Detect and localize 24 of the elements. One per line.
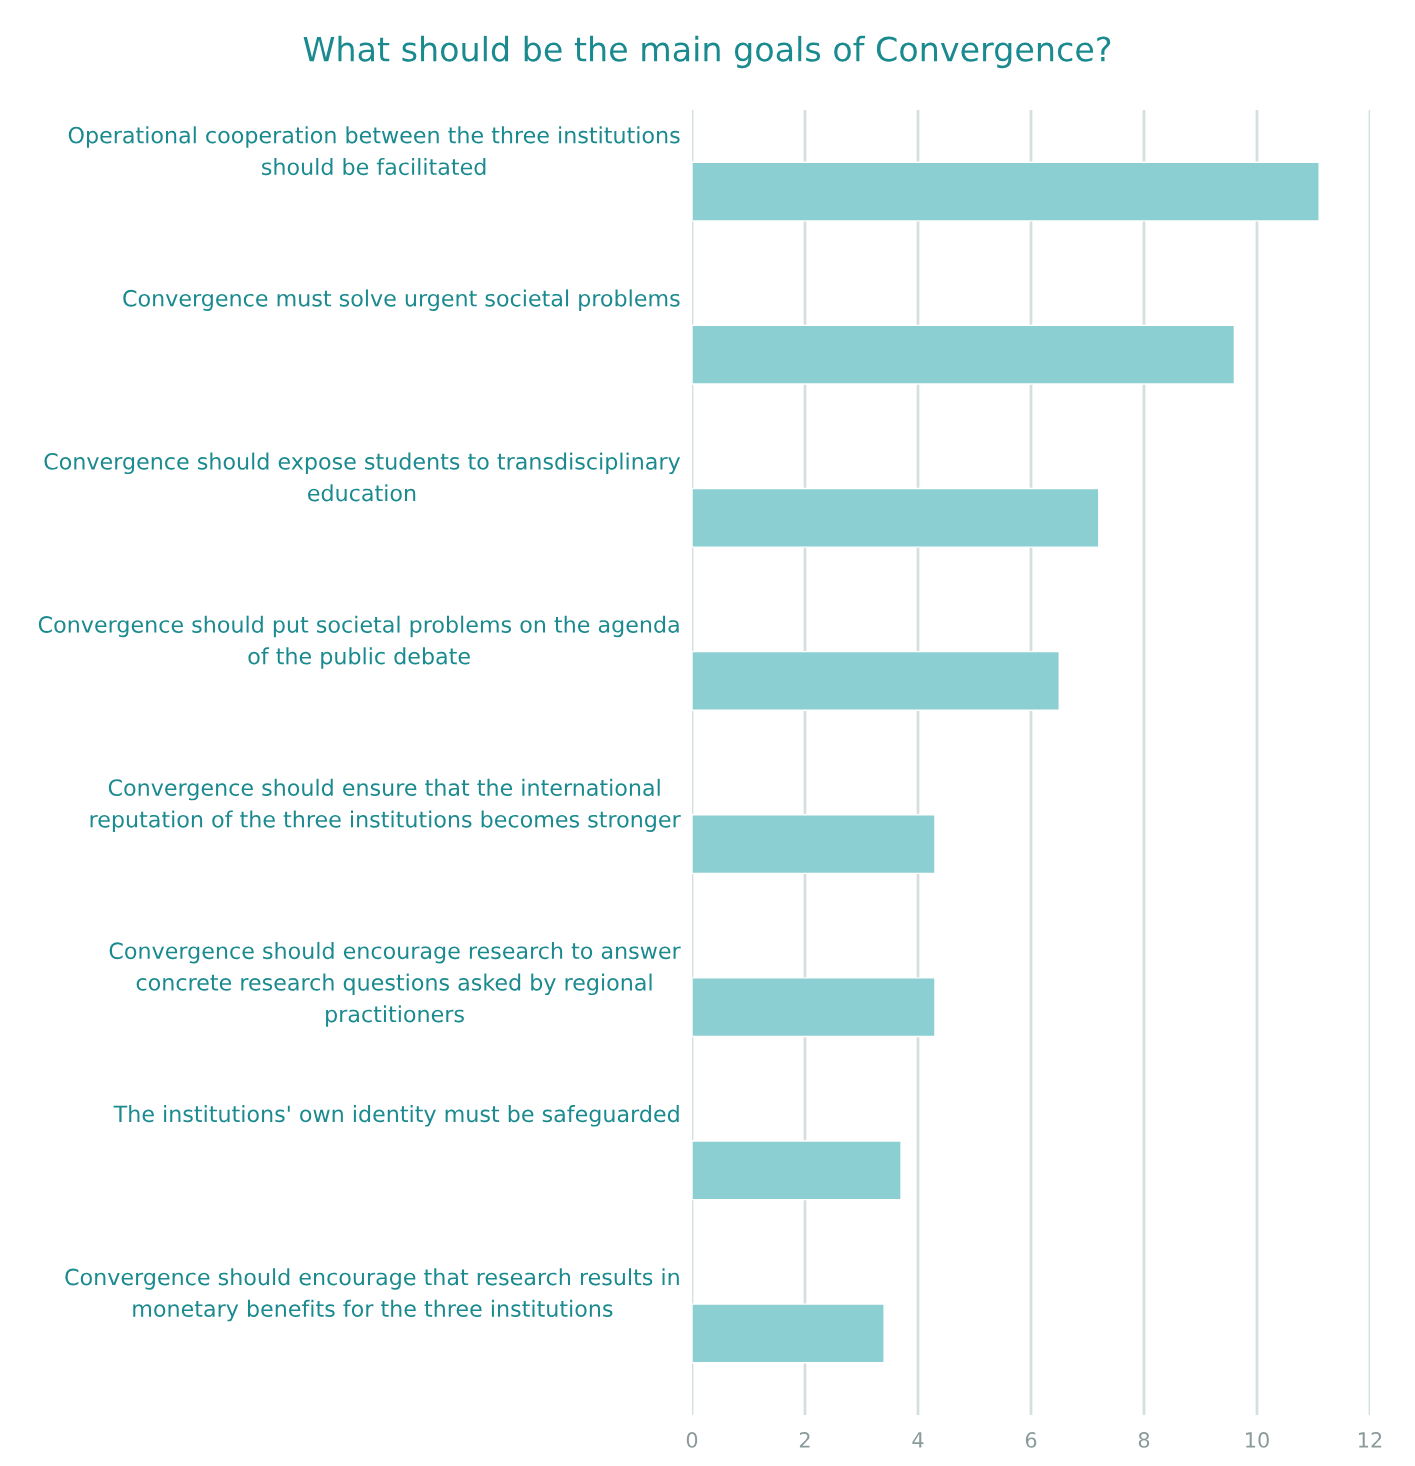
bar [692,324,1236,385]
x-tick-label: 6 [1025,1432,1037,1448]
y-tick-label: Operational cooperation between the three institutions should be facilitated [68,126,680,176]
y-tick-label: Convergence should encourage research to answer concrete research questions asked by regional practitioners [109,941,681,1027]
x-tick-label: 12 [1359,1432,1382,1448]
bar [692,1140,902,1201]
y-tick-label: Convergence should encourage that research results in monetary benefits for the three institutions [65,1268,679,1322]
x-tick-label: 4 [912,1432,924,1448]
bar [692,1303,885,1364]
y-tick-label: Convergence should ensure that the international reputation of the three institutions becomes stronger [90,778,681,832]
x-tick-label: 0 [686,1432,698,1448]
bar [692,814,936,875]
y-tick-label: The institutions' own identity must be safeguarded [113,1105,679,1127]
chart-title: What should be the main goals of Convergence? [303,35,1111,69]
y-tick-label: Convergence must solve urgent societal problems [123,289,680,311]
bar [692,487,1100,548]
bar [692,650,1060,711]
x-tick-label: 10 [1246,1432,1269,1448]
x-tick-label: 8 [1138,1432,1150,1448]
bar [692,161,1320,222]
y-tick-label: Convergence should expose students to transdisciplinary education [44,452,681,502]
x-tick-label: 2 [799,1432,810,1448]
y-tick-label: Convergence should put societal problems on the agenda of the public debate [38,615,679,669]
bar [692,977,936,1038]
